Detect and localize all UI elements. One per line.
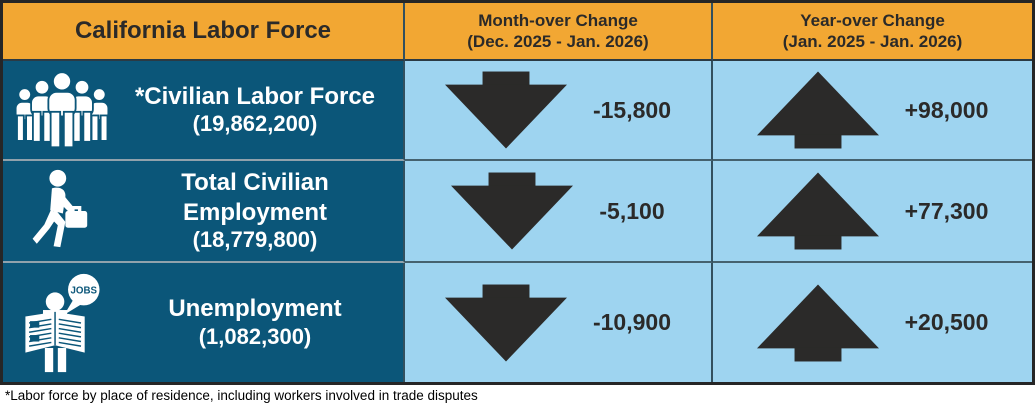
civilian-labor-force-year-change-cell: +98,000: [713, 61, 1032, 161]
unemployment-year-change-cell: +20,500: [713, 263, 1032, 382]
labor-force-table: California Labor Force Month-over Change…: [0, 0, 1035, 385]
header-year-over-change: Year-over Change (Jan. 2025 - Jan. 2026): [713, 3, 1032, 61]
people-group-icon: [3, 71, 121, 149]
briefcase-walker-icon: [3, 169, 121, 253]
month-header-line1: Month-over Change: [478, 10, 638, 30]
month-header-line2: (Dec. 2025 - Jan. 2026): [467, 32, 649, 51]
jobs-bubble-text: JOBS: [71, 285, 98, 296]
year-header-line2: (Jan. 2025 - Jan. 2026): [782, 32, 963, 51]
row-unemployment: JOBS: [3, 263, 405, 382]
year-change-value: +77,300: [904, 197, 989, 224]
footnote: *Labor force by place of residence, incl…: [5, 388, 478, 403]
total-civilian-employment-year-change-cell: +77,300: [713, 161, 1032, 263]
row-level: (19,862,200): [192, 111, 318, 137]
up-arrow-icon: [756, 71, 879, 149]
unemployment-month-change-cell: -10,900: [405, 263, 713, 382]
table-title: California Labor Force: [74, 17, 332, 44]
total-civilian-employment-month-change-cell: -5,100: [405, 161, 713, 263]
up-arrow-icon: [756, 172, 879, 250]
year-header-line1: Year-over Change: [800, 10, 945, 30]
newspaper-jobs-icon: JOBS: [3, 272, 121, 374]
row-civilian-labor-force: *Civilian Labor Force (19,862,200): [3, 61, 405, 161]
header-category-column: California Labor Force: [3, 3, 405, 61]
down-arrow-icon: [451, 172, 574, 250]
row-level: (18,779,800): [192, 226, 318, 252]
month-change-value: -10,900: [592, 309, 671, 335]
header-month-over-change: Month-over Change (Dec. 2025 - Jan. 2026…: [405, 3, 713, 61]
year-change-value: +20,500: [904, 309, 989, 335]
row-label: *Civilian Labor Force: [134, 82, 376, 110]
month-change-value: -5,100: [599, 197, 665, 224]
row-level: (1,082,300): [198, 323, 312, 349]
row-total-civilian-employment: Total Civilian Employment (18,779,800): [3, 161, 405, 263]
down-arrow-icon: [444, 71, 567, 149]
down-arrow-icon: [444, 284, 567, 361]
row-label: Unemployment: [168, 295, 342, 323]
month-change-value: -15,800: [592, 96, 671, 123]
row-label: Total Civilian Employment: [181, 169, 329, 226]
up-arrow-icon: [756, 284, 879, 361]
civilian-labor-force-month-change-cell: -15,800: [405, 61, 713, 161]
year-change-value: +98,000: [904, 96, 989, 123]
